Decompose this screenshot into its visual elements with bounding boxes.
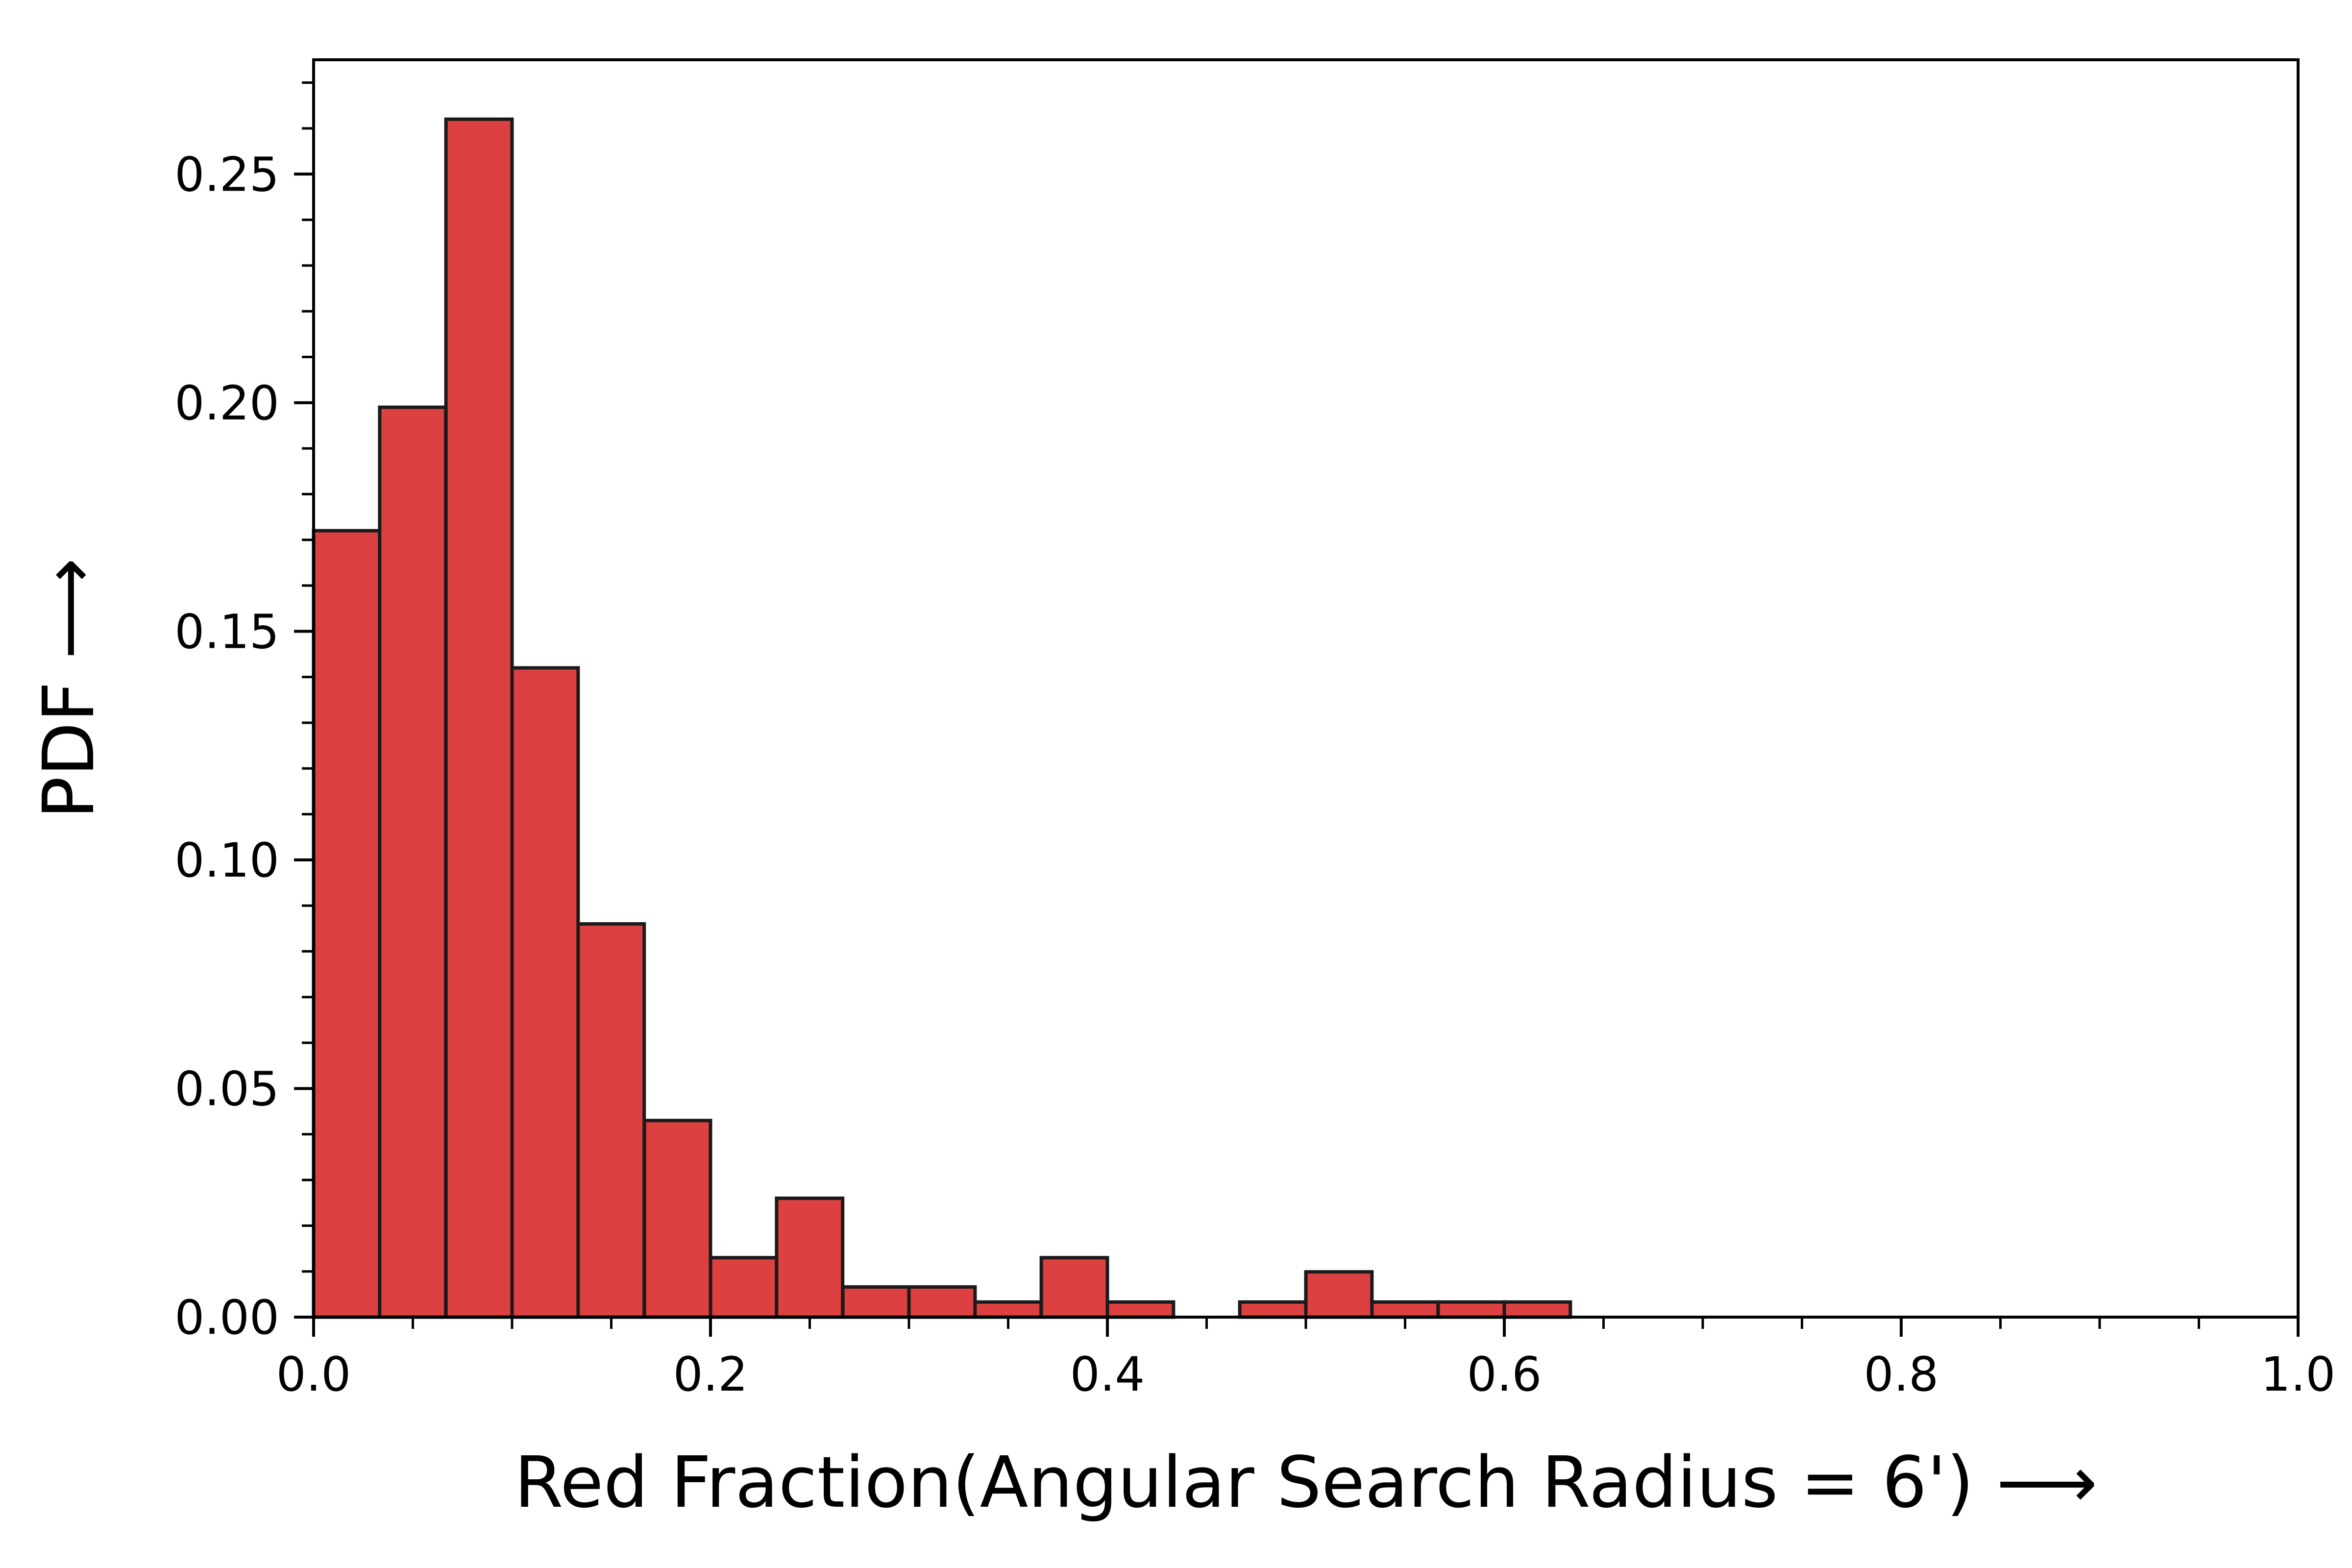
y-tick-label: 0.00: [174, 1290, 279, 1345]
x-tick-label: 0.4: [1070, 1347, 1145, 1402]
x-tick-label: 0.6: [1467, 1347, 1542, 1402]
x-tick-label: 1.0: [2261, 1347, 2336, 1402]
y-tick-label: 0.15: [174, 604, 279, 659]
histogram-bar: [510, 666, 580, 1319]
histogram-bar: [1105, 1300, 1176, 1319]
plot-frame: [312, 58, 2300, 1319]
y-tick-label: 0.05: [174, 1061, 279, 1116]
histogram-bar: [1436, 1300, 1506, 1319]
histogram-bar: [709, 1256, 779, 1319]
histogram-bar: [576, 922, 646, 1319]
histogram-bar: [642, 1119, 712, 1319]
histogram-bar: [444, 117, 514, 1319]
histogram-bar: [312, 529, 382, 1319]
y-tick-label: 0.20: [174, 376, 279, 431]
x-axis-title: Red Fraction(Angular Search Radius = 6')…: [514, 1441, 2097, 1523]
histogram-bar: [1502, 1300, 1572, 1319]
histogram-bar: [1238, 1300, 1308, 1319]
histogram-bar: [907, 1285, 977, 1319]
histogram-bar: [1370, 1300, 1440, 1319]
histogram-bar: [775, 1196, 845, 1319]
x-tick-label: 0.0: [276, 1347, 351, 1402]
x-tick-label: 0.2: [673, 1347, 748, 1402]
histogram-bar: [1304, 1270, 1374, 1319]
histogram-bar: [841, 1285, 911, 1319]
y-tick-label: 0.10: [174, 833, 279, 888]
y-tick-label: 0.25: [174, 147, 279, 202]
histogram-bar: [378, 405, 448, 1319]
bars-layer: [312, 117, 1572, 1319]
histogram-bar: [973, 1300, 1043, 1319]
histogram-bar: [1039, 1256, 1109, 1319]
x-tick-label: 0.8: [1864, 1347, 1939, 1402]
y-axis-title: PDF ⟶: [27, 558, 110, 819]
ticks-layer: 0.0 0.2 0.4 0.6 0.8 1.0 0.00 0.05 0.10 0.15 0.20 0.…: [174, 81, 2336, 1402]
